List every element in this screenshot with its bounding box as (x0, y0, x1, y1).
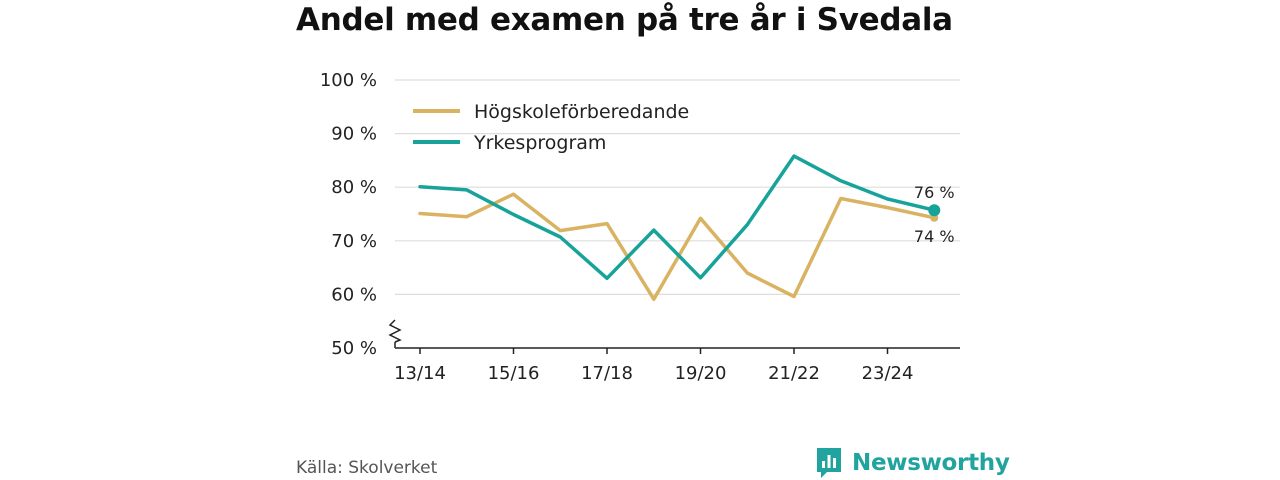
x-tick-label: 13/14 (394, 363, 446, 384)
x-tick-label: 15/16 (488, 363, 540, 384)
x-tick-label: 17/18 (581, 363, 633, 384)
chart-title: Andel med examen på tre år i Svedala (296, 2, 953, 38)
line-chart: 50 % 60 % 70 % 80 % 90 % 100 % 13/14 15/16 17/1… (320, 70, 960, 384)
axes (388, 319, 960, 349)
series-line-yrkesprogram (418, 154, 937, 281)
end-labels: 76 % 74 % (914, 183, 955, 246)
end-label-yrkesprogram: 76 % (914, 183, 955, 202)
y-axis-ticks: 50 % 60 % 70 % 80 % 90 % 100 % (320, 70, 377, 359)
newsworthy-logo-icon (817, 448, 841, 478)
series-lines (418, 154, 941, 301)
grid-lines (395, 79, 960, 295)
source-note: Källa: Skolverket (296, 458, 438, 478)
brand-logo-group: Newsworthy (815, 446, 1010, 480)
series-end-point (928, 204, 941, 217)
y-tick-label: 50 % (331, 338, 377, 359)
end-label-hogskoleforberedande: 74 % (914, 227, 955, 246)
y-tick-label: 90 % (331, 124, 377, 145)
brand-name: Newsworthy (852, 450, 1010, 476)
axis-break-icon (388, 319, 402, 343)
y-tick-label: 100 % (320, 70, 377, 91)
x-tick-label: 21/22 (768, 363, 820, 384)
y-tick-label: 70 % (331, 231, 377, 252)
x-tick-label: 19/20 (675, 363, 727, 384)
y-tick-label: 60 % (331, 284, 377, 305)
legend-label: Yrkesprogram (473, 132, 606, 154)
y-tick-label: 80 % (331, 177, 377, 198)
legend: Högskoleförberedande Yrkesprogram (413, 101, 689, 154)
x-tick-label: 23/24 (862, 363, 914, 384)
legend-label: Högskoleförberedande (474, 101, 689, 123)
series-line-hogskoleforberedande (418, 192, 937, 301)
x-axis-ticks: 13/14 15/16 17/18 19/20 21/22 23/24 (394, 348, 913, 384)
